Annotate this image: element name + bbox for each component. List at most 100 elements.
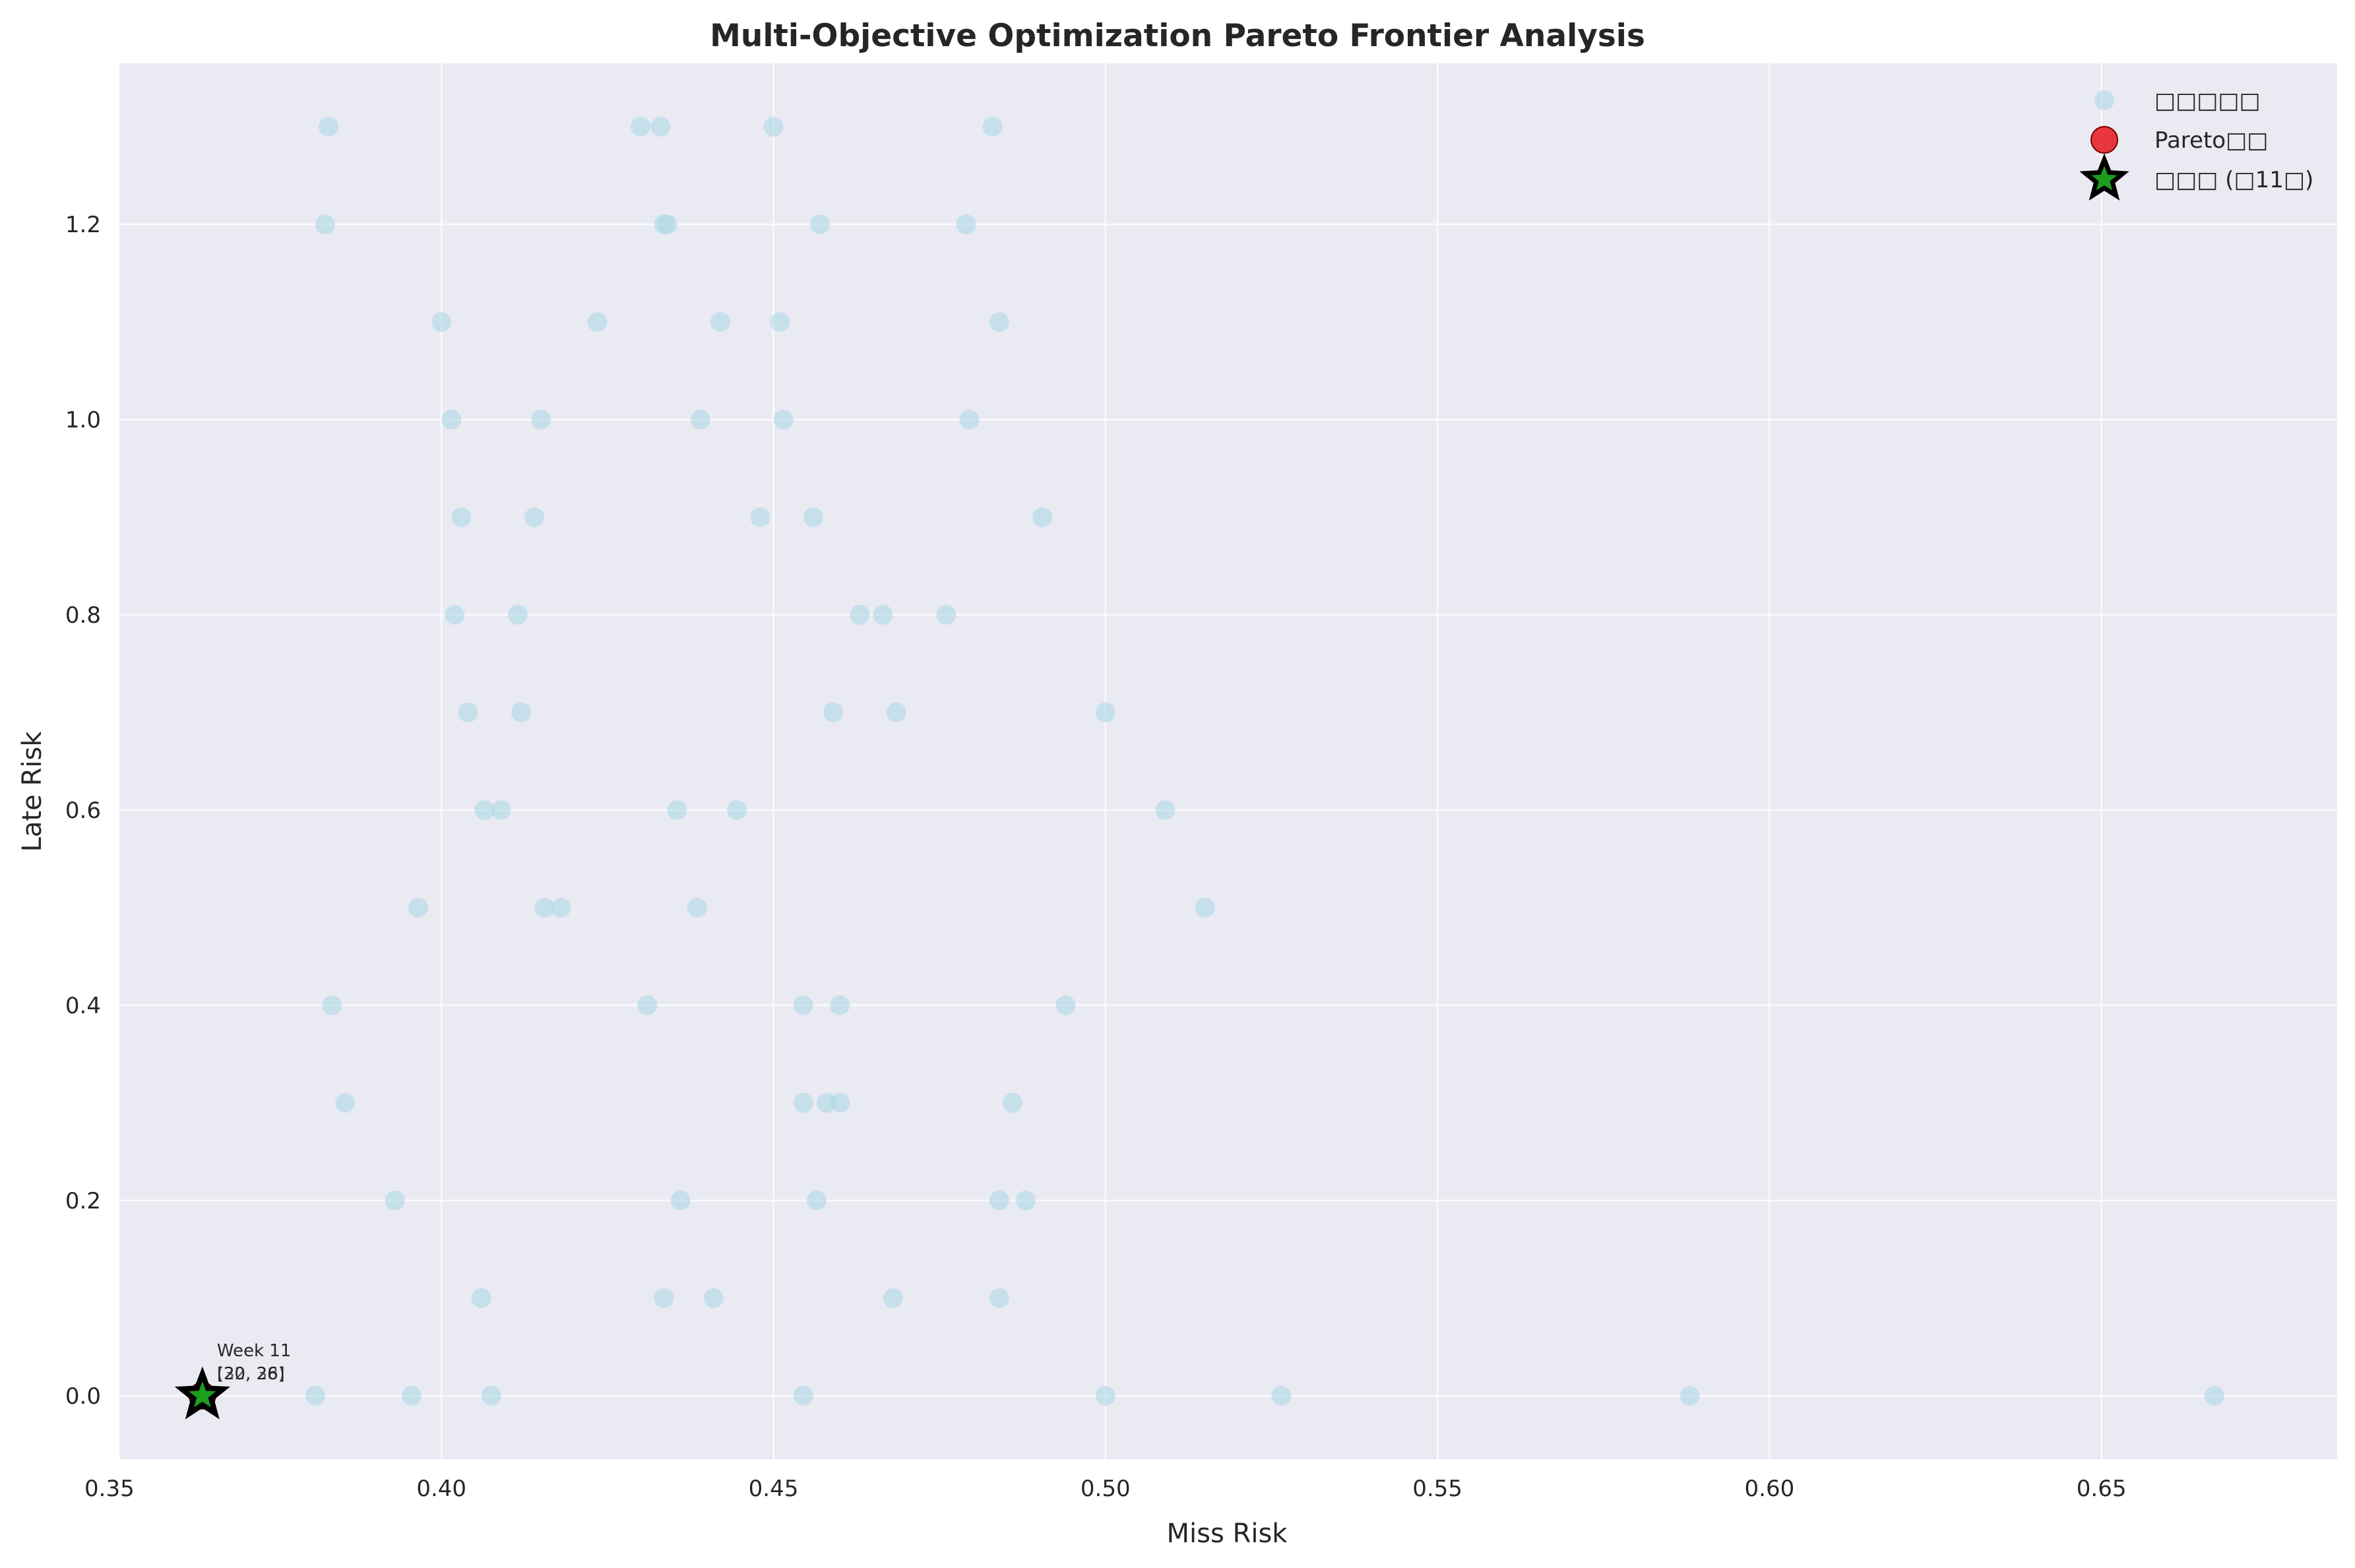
solution-point — [667, 800, 687, 820]
solution-point — [830, 995, 850, 1015]
solution-point — [873, 605, 893, 625]
solution-point — [507, 605, 528, 625]
plot-area — [119, 63, 2337, 1459]
solution-point — [474, 800, 495, 820]
solution-point — [319, 117, 339, 137]
y-tick-label: 0.6 — [65, 798, 101, 824]
solution-point — [650, 117, 671, 137]
legend: □□□□□ Pareto□□ □□□ (□11□) — [2079, 88, 2313, 201]
solution-point — [803, 507, 823, 528]
solution-point — [1680, 1385, 1700, 1406]
y-tick-label: 0.4 — [65, 993, 101, 1019]
solution-point — [883, 1288, 903, 1308]
solution-point — [793, 1385, 813, 1406]
solution-point — [637, 995, 658, 1015]
optimal-star-point — [174, 1366, 230, 1420]
solution-point — [850, 605, 870, 625]
solution-point — [1195, 897, 1215, 918]
solution-point — [823, 703, 844, 723]
y-tick-label: 0.2 — [65, 1188, 101, 1214]
solution-point — [1095, 1385, 1115, 1406]
solution-point — [587, 312, 608, 332]
solution-point — [315, 214, 336, 235]
x-tick-label: 0.55 — [1412, 1476, 1462, 1502]
solution-point — [458, 703, 478, 723]
solution-point — [750, 507, 770, 528]
solution-point — [1095, 703, 1115, 723]
solution-point — [551, 897, 571, 918]
solution-point — [830, 1092, 850, 1113]
solution-point — [431, 312, 452, 332]
solution-point — [710, 312, 730, 332]
solution-point — [989, 312, 1009, 332]
solution-point — [687, 897, 707, 918]
legend-marker-all-solutions — [2094, 90, 2114, 110]
solution-point — [727, 800, 747, 820]
solution-point — [451, 507, 472, 528]
x-tick-label: 0.45 — [749, 1476, 799, 1502]
solution-point — [654, 1288, 674, 1308]
solution-point — [690, 410, 710, 430]
y-tick-label: 0.8 — [65, 602, 101, 629]
solution-point — [936, 605, 957, 625]
solution-point — [703, 1288, 724, 1308]
legend-label: Pareto□□ — [2154, 127, 2268, 154]
x-tick-label: 0.50 — [1081, 1476, 1131, 1502]
solution-point — [959, 410, 980, 430]
solution-point — [385, 1190, 405, 1210]
annotation-label: [20, 26] — [217, 1364, 285, 1384]
solution-point — [657, 214, 677, 235]
chart-title: Multi-Objective Optimization Pareto Fron… — [710, 18, 1645, 54]
solution-point — [441, 410, 462, 430]
solution-point — [956, 214, 976, 235]
solution-point — [1015, 1190, 1036, 1210]
x-tick-label: 0.65 — [2077, 1476, 2127, 1502]
legend-label: □□□ (□11□) — [2154, 167, 2313, 193]
grid-lines — [119, 63, 2337, 1459]
solution-point — [534, 897, 555, 918]
annotation-label: (32, 38) — [217, 1364, 285, 1384]
legend-marker-pareto — [2090, 126, 2118, 154]
solution-point — [1271, 1385, 1292, 1406]
y-axis-label: Late Risk — [17, 731, 47, 852]
x-tick-label: 0.60 — [1745, 1476, 1795, 1502]
annotation-label: Week 11 — [217, 1341, 292, 1361]
solution-point — [793, 995, 813, 1015]
legend-marker-optimal — [2079, 153, 2129, 201]
solution-point — [1032, 507, 1053, 528]
solution-point — [770, 312, 790, 332]
solution-point — [809, 214, 830, 235]
solution-point — [763, 117, 784, 137]
solution-point — [806, 1190, 827, 1210]
data-points — [174, 117, 2224, 1420]
solution-point — [793, 1092, 813, 1113]
solution-point — [531, 410, 551, 430]
x-axis-label: Miss Risk — [1167, 1519, 1288, 1549]
solution-point — [1055, 995, 1076, 1015]
solution-point — [524, 507, 545, 528]
solution-point — [982, 117, 1003, 137]
solution-point — [408, 897, 428, 918]
solution-point — [773, 410, 794, 430]
y-tick-label: 1.2 — [65, 212, 101, 238]
solution-point — [471, 1288, 491, 1308]
legend-label: □□□□□ — [2154, 88, 2261, 114]
solution-point — [445, 605, 465, 625]
solution-point — [631, 117, 651, 137]
y-tick-label: 0.0 — [65, 1383, 101, 1410]
solution-point — [335, 1092, 356, 1113]
solution-point — [989, 1288, 1009, 1308]
y-tick-label: 1.0 — [65, 407, 101, 433]
solution-point — [305, 1385, 325, 1406]
solution-point — [511, 703, 531, 723]
annotations: Week 11 [20, 26](32, 38) — [217, 1341, 292, 1384]
solution-point — [886, 703, 906, 723]
solution-point — [401, 1385, 422, 1406]
solution-point — [670, 1190, 691, 1210]
solution-point — [1155, 800, 1176, 820]
solution-point — [2204, 1385, 2224, 1406]
solution-point — [322, 995, 342, 1015]
axis-ticks: 0.35 0.40 0.45 0.50 0.55 0.60 0.65 0.0 0.2 0.4 0.6… — [65, 212, 2127, 1502]
